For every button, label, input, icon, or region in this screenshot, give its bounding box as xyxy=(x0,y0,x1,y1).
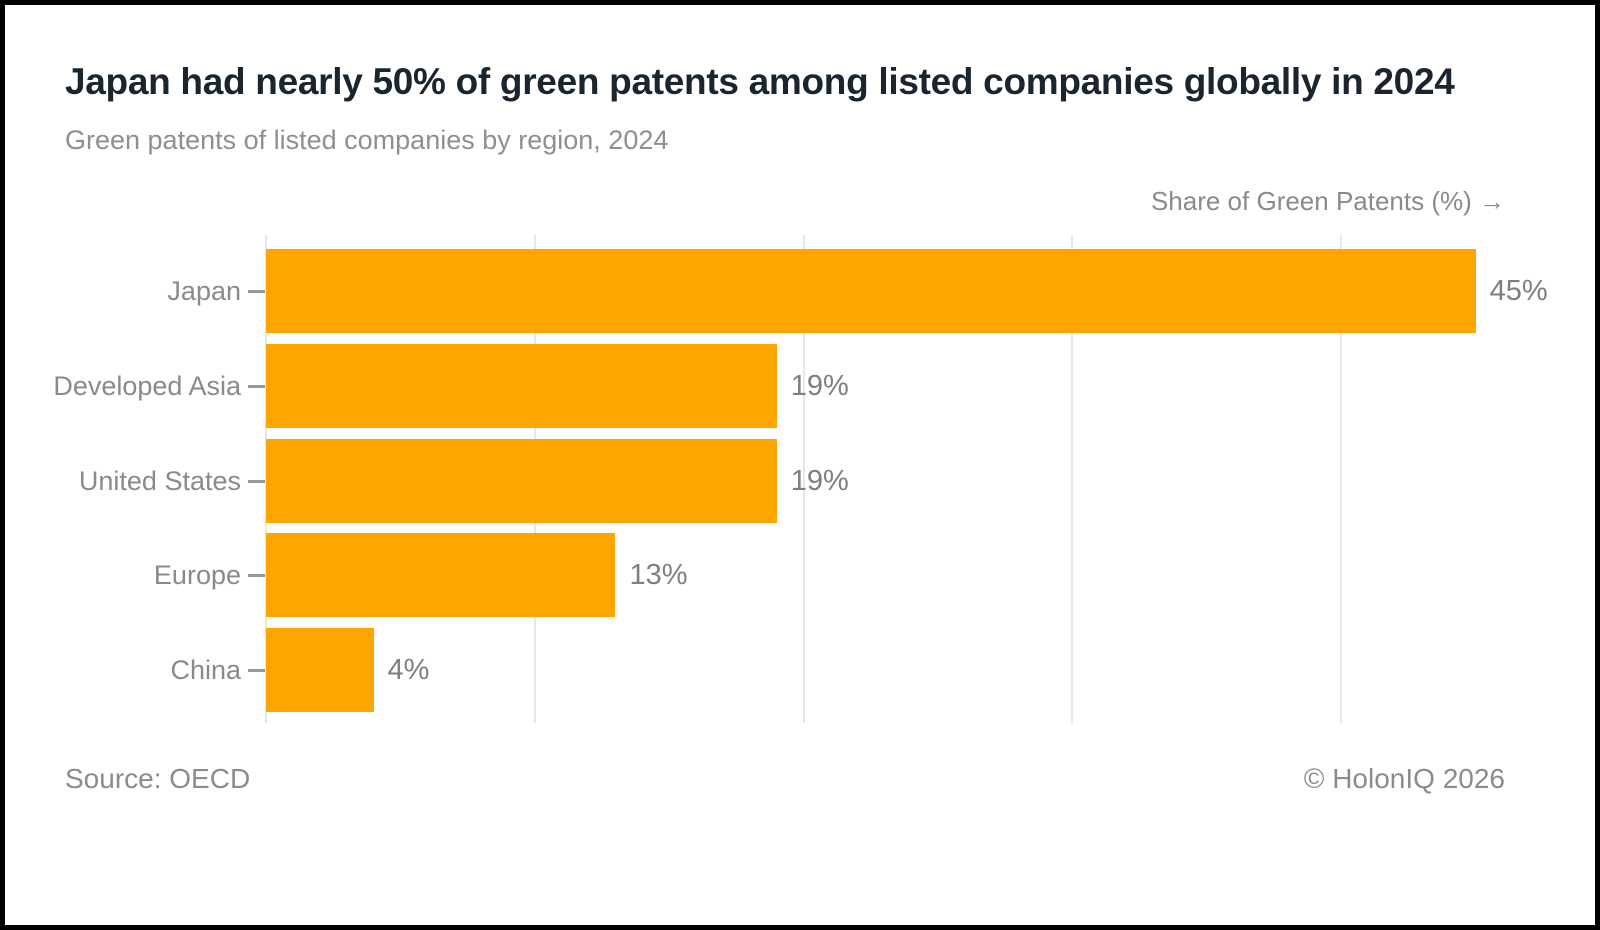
category-label: Japan xyxy=(167,276,241,306)
bar xyxy=(266,438,777,523)
value-label: 19% xyxy=(790,464,849,497)
source-note: Source: OECD xyxy=(65,763,251,794)
plot-area: Japan 45% Developed Asia 19% United States 19… xyxy=(53,235,1548,723)
bar xyxy=(266,628,374,712)
copyright-note: © HolonIQ 2026 xyxy=(1303,763,1505,794)
bar-row: China 4% xyxy=(170,628,1515,712)
chart-title: Japan had nearly 50% of green patents am… xyxy=(65,61,1455,102)
bar xyxy=(266,249,1476,333)
chart-subtitle: Green patents of listed companies by reg… xyxy=(65,125,669,155)
x-axis-label: Share of Green Patents (%) → xyxy=(1150,186,1505,216)
category-label: Europe xyxy=(153,560,241,591)
bar-row: United States 19% xyxy=(79,438,1515,523)
value-label: 4% xyxy=(387,654,430,686)
bar-row: Developed Asia 19% xyxy=(53,343,1515,428)
value-label: 45% xyxy=(1489,275,1548,307)
bar-row: Europe 13% xyxy=(154,533,1515,618)
gridline xyxy=(1071,235,1074,723)
value-label: 19% xyxy=(790,369,849,402)
axis-tick xyxy=(248,669,265,672)
gridline xyxy=(802,235,805,723)
category-label: United States xyxy=(78,465,241,496)
category-label: China xyxy=(170,655,241,685)
axis-tick xyxy=(248,384,265,388)
axis-tick xyxy=(248,574,265,578)
category-label: Developed Asia xyxy=(53,370,241,401)
value-label: 13% xyxy=(629,559,688,592)
gridline xyxy=(1340,235,1343,723)
axis-tick xyxy=(248,479,265,483)
axis-tick xyxy=(248,290,265,293)
bar xyxy=(266,343,777,428)
bar xyxy=(266,533,616,618)
bar-row: Japan 45% xyxy=(167,249,1548,333)
